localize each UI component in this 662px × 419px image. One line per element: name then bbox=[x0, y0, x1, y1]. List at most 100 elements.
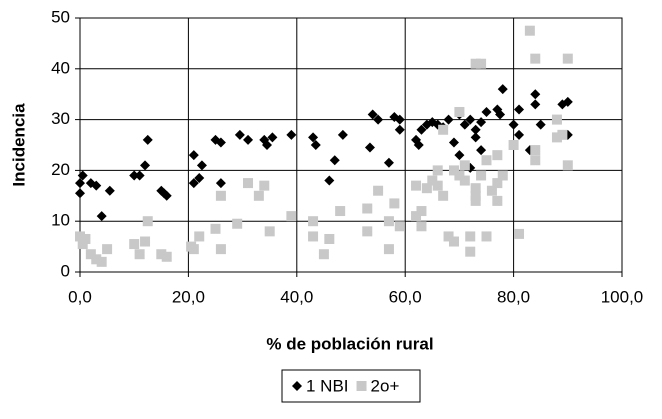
point bbox=[383, 216, 394, 227]
point bbox=[394, 124, 405, 135]
point bbox=[362, 226, 373, 237]
point bbox=[432, 180, 443, 191]
point bbox=[188, 178, 199, 189]
point bbox=[85, 249, 96, 260]
point bbox=[438, 190, 449, 201]
y-tick-label: 40 bbox=[51, 58, 70, 77]
point bbox=[524, 25, 535, 36]
legend-label: 1 NBI bbox=[306, 376, 349, 395]
point bbox=[481, 155, 492, 166]
point bbox=[486, 185, 497, 196]
point bbox=[530, 89, 541, 100]
point bbox=[454, 106, 465, 117]
point bbox=[448, 236, 459, 247]
point bbox=[373, 185, 384, 196]
point bbox=[448, 137, 459, 148]
x-tick-label: 80,0 bbox=[497, 287, 530, 306]
point bbox=[324, 233, 335, 244]
point bbox=[481, 106, 492, 117]
point bbox=[194, 231, 205, 242]
point bbox=[459, 160, 470, 171]
point bbox=[562, 160, 573, 171]
point bbox=[308, 231, 319, 242]
point bbox=[497, 84, 508, 95]
point bbox=[91, 254, 102, 265]
legend-marker bbox=[356, 381, 367, 391]
point bbox=[416, 221, 427, 232]
point bbox=[413, 140, 424, 150]
point bbox=[362, 203, 373, 214]
point bbox=[75, 188, 85, 199]
point bbox=[421, 183, 432, 194]
point bbox=[159, 188, 170, 199]
point bbox=[308, 216, 319, 227]
point bbox=[492, 150, 503, 161]
point bbox=[443, 231, 454, 242]
point bbox=[210, 223, 221, 234]
point bbox=[535, 119, 546, 130]
point bbox=[470, 58, 481, 69]
point bbox=[416, 124, 427, 135]
point bbox=[75, 231, 85, 242]
point bbox=[188, 244, 199, 255]
point bbox=[411, 211, 422, 222]
point bbox=[264, 226, 275, 237]
point bbox=[454, 150, 465, 161]
point bbox=[215, 244, 226, 255]
point bbox=[459, 119, 470, 130]
point bbox=[75, 178, 85, 189]
x-tick-label: 0,0 bbox=[68, 287, 92, 306]
point bbox=[562, 53, 573, 64]
point bbox=[267, 132, 278, 143]
point bbox=[286, 129, 297, 140]
point bbox=[310, 140, 321, 150]
point bbox=[196, 160, 207, 171]
y-tick-label: 20 bbox=[51, 160, 70, 179]
point bbox=[140, 236, 151, 247]
point bbox=[188, 150, 199, 161]
point bbox=[234, 129, 245, 140]
point bbox=[470, 183, 481, 194]
legend-box bbox=[281, 369, 421, 403]
point bbox=[80, 233, 91, 244]
point bbox=[492, 178, 503, 189]
x-tick-label: 40,0 bbox=[280, 287, 313, 306]
point bbox=[142, 216, 153, 227]
y-tick-label: 30 bbox=[51, 109, 70, 128]
point bbox=[318, 249, 329, 260]
point bbox=[96, 211, 107, 222]
x-axis-title: % de población rural bbox=[266, 334, 433, 353]
point bbox=[383, 244, 394, 255]
point bbox=[286, 211, 297, 222]
point bbox=[497, 170, 508, 181]
point bbox=[557, 129, 568, 140]
point bbox=[476, 170, 487, 181]
point bbox=[411, 180, 422, 191]
point bbox=[476, 58, 487, 69]
point bbox=[232, 218, 243, 229]
point bbox=[551, 132, 562, 143]
point bbox=[530, 155, 541, 166]
point bbox=[156, 249, 167, 260]
point bbox=[337, 129, 348, 140]
point bbox=[438, 124, 449, 135]
point bbox=[134, 249, 145, 260]
point bbox=[324, 175, 335, 186]
x-tick-label: 100,0 bbox=[601, 287, 644, 306]
x-tick-label: 60,0 bbox=[389, 287, 422, 306]
point bbox=[514, 104, 525, 115]
point bbox=[253, 190, 264, 201]
point bbox=[465, 246, 476, 257]
point bbox=[551, 114, 562, 125]
point bbox=[530, 145, 541, 156]
point bbox=[514, 228, 525, 239]
point bbox=[134, 170, 145, 181]
point bbox=[508, 140, 519, 150]
point bbox=[427, 175, 438, 186]
point bbox=[394, 221, 405, 232]
point bbox=[140, 160, 151, 171]
point bbox=[470, 124, 481, 135]
point bbox=[129, 239, 140, 250]
point bbox=[96, 256, 107, 267]
